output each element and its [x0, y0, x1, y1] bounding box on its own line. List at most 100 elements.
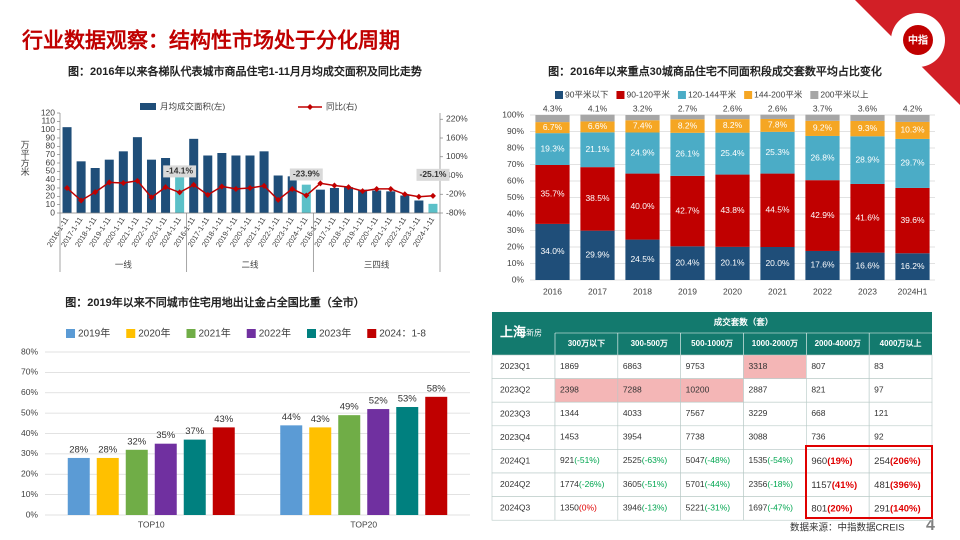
bar-segment — [760, 247, 795, 280]
cell-count: 92 — [874, 432, 884, 442]
data-label: 4.2% — [903, 103, 923, 113]
legend-swatch — [616, 91, 625, 99]
y-tick-label: 90% — [507, 126, 524, 136]
data-label: 43% — [214, 414, 234, 425]
legend-swatch — [367, 329, 377, 338]
row-label: 2023Q1 — [500, 361, 531, 371]
data-label: 28% — [98, 444, 118, 455]
cell-text: 821 — [811, 385, 825, 395]
legend-swatch — [140, 103, 156, 110]
bar — [212, 427, 235, 515]
data-label: 39.6% — [900, 215, 925, 225]
bar — [259, 151, 269, 213]
data-label: 2.6% — [768, 103, 788, 113]
column-header: 500-1000万 — [691, 339, 733, 348]
x-tick-label: TOP10 — [138, 519, 165, 529]
bar — [414, 200, 424, 213]
data-label: -14.1% — [166, 166, 193, 176]
data-label: 6.7% — [543, 122, 563, 132]
row-label: 2023Q4 — [500, 432, 531, 442]
y-tick-label: 60 — [46, 157, 56, 167]
y-tick-label: 220% — [446, 114, 468, 124]
row-label: 2024Q3 — [500, 503, 531, 513]
y-tick-label: 100% — [502, 109, 524, 119]
bar-segment — [715, 114, 750, 120]
y-tick-label: 110 — [41, 116, 55, 126]
bar — [386, 191, 396, 213]
y-tick-label: 10% — [21, 489, 38, 499]
cell-text: 1774(-26%) — [560, 479, 605, 489]
cell-count: 1157 — [811, 479, 831, 490]
bar — [76, 161, 86, 213]
cell-count: 5701 — [686, 479, 705, 489]
chart-title: 图：2016年以来各梯队代表城市商品住宅1-11月月均成交面积及同比走势 — [68, 64, 422, 78]
group-label: 一线 — [115, 259, 133, 269]
cell-text: 83 — [874, 361, 884, 371]
bar-segment — [805, 180, 840, 251]
line-marker — [373, 185, 380, 192]
y-tick-label: 20 — [46, 191, 56, 201]
cell-text: 921(-51%) — [560, 455, 600, 465]
cell-count: 1453 — [560, 432, 579, 442]
legend-swatch — [186, 329, 196, 338]
data-label: 52% — [369, 396, 389, 407]
legend-marker — [307, 104, 313, 110]
cell-change: (41%) — [832, 479, 857, 490]
cell-text: 6863 — [623, 361, 642, 371]
bar-segment — [715, 119, 750, 133]
y-tick-label: 80% — [21, 346, 38, 356]
bar-segment — [895, 121, 930, 139]
bar — [62, 127, 72, 213]
x-tick-label: TOP20 — [350, 519, 377, 529]
cell-count: 2887 — [749, 385, 768, 395]
y-tick-label: 80 — [46, 141, 56, 151]
legend-label: 2023年 — [319, 327, 351, 340]
cell-count: 6863 — [623, 361, 642, 371]
data-label: 24.5% — [630, 254, 655, 264]
bar-segment — [670, 119, 705, 133]
cell-text: 291(140%) — [874, 503, 920, 514]
table-title-main: 上海 — [500, 325, 526, 340]
cell-text: 807 — [811, 361, 825, 371]
data-label: 24.9% — [630, 147, 655, 157]
y-tick-label: 0% — [26, 509, 39, 519]
bar-segment — [670, 246, 705, 280]
line-marker — [345, 184, 352, 191]
cell-count: 4033 — [623, 408, 642, 418]
cell-text: 3229 — [749, 408, 768, 418]
column-header: 1000-2000万 — [752, 339, 798, 348]
bar — [425, 396, 448, 515]
cell-count: 254 — [874, 456, 890, 467]
y-tick-label: 50 — [46, 166, 56, 176]
bar-segment — [760, 131, 795, 174]
legend-label: 2022年 — [259, 327, 291, 340]
data-label: 2.7% — [678, 103, 698, 113]
bar-segment — [715, 174, 750, 247]
line-marker — [218, 183, 225, 190]
line-marker — [148, 194, 155, 201]
cell-text: 5047(-48%) — [686, 455, 731, 465]
data-label: 34.0% — [540, 246, 565, 256]
line-marker — [120, 180, 127, 186]
cell-text: 3954 — [623, 432, 642, 442]
bar — [132, 137, 142, 213]
group-label: 三四线 — [364, 259, 390, 269]
cell-count: 1350 — [560, 503, 579, 513]
legend-label: 120-144平米 — [688, 89, 737, 99]
bar — [301, 184, 311, 213]
row-label: 2024Q2 — [500, 479, 531, 489]
data-label: -25.1% — [419, 169, 446, 179]
y-tick-label: 60% — [21, 387, 38, 397]
cell-text: 2887 — [749, 385, 768, 395]
data-label: 6.6% — [588, 121, 608, 131]
y-tick-label: 70 — [46, 149, 56, 159]
data-label: 20.0% — [765, 258, 790, 268]
bar — [96, 457, 119, 515]
data-label: 43.8% — [720, 205, 745, 215]
cell-change: (19%) — [827, 456, 852, 467]
x-tick-label: 2023 — [858, 286, 877, 296]
cell-change: (-48%) — [705, 455, 731, 465]
cell-count: 1535 — [749, 455, 768, 465]
page-number: 4 — [926, 517, 935, 534]
bar-segment — [580, 230, 615, 280]
